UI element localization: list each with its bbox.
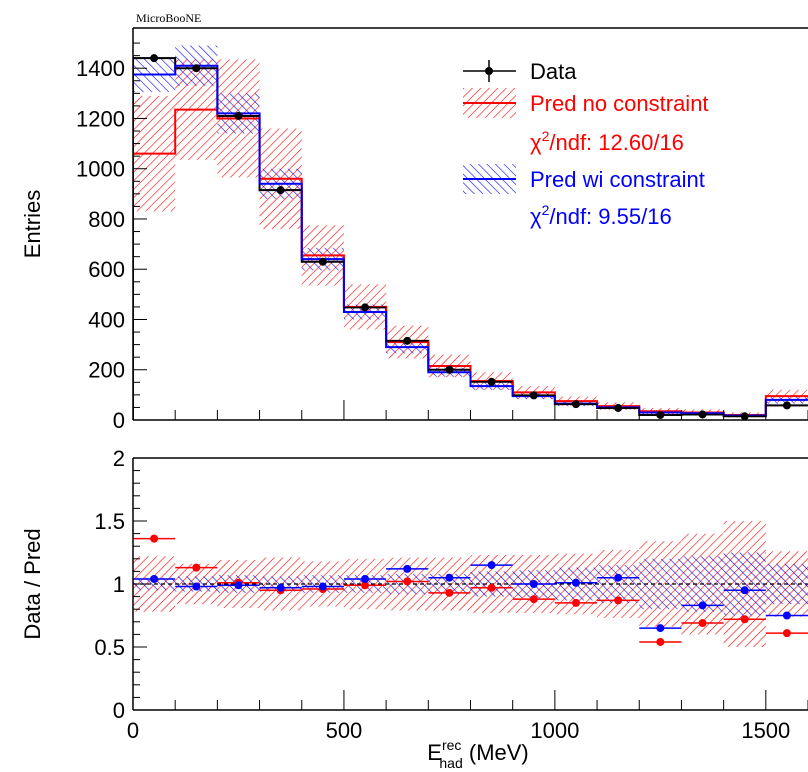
top-y-tick-label-1400: 1400 (76, 56, 125, 81)
ratio-point-0-8 (487, 583, 496, 592)
top-y-tick-label-200: 200 (88, 358, 125, 383)
data-point-15 (782, 401, 791, 410)
data-point-8 (487, 377, 496, 386)
ratio-point-0-9 (529, 595, 538, 604)
top-axes: 0 200 400 600 800 1000 1200 1400 (76, 27, 808, 433)
data-point-5 (361, 303, 370, 312)
ratio-point-1-3 (276, 583, 285, 592)
x-axis-title: Erec had (MeV) (427, 737, 529, 771)
top-data-points (133, 54, 808, 420)
legend-data-label: Data (530, 59, 577, 84)
top-y-tick-label-1000: 1000 (76, 157, 125, 182)
data-point-4 (318, 257, 327, 266)
data-point-2 (234, 111, 243, 120)
data-point-7 (445, 365, 454, 374)
ratio-point-1-11 (614, 573, 623, 582)
ratio-point-1-15 (782, 611, 791, 620)
brand-label: MicroBooNE (136, 11, 201, 25)
bottom-y-axis-title: Data / Pred (20, 528, 45, 639)
ratio-point-0-11 (614, 596, 623, 605)
ratio-point-1-9 (529, 580, 538, 588)
ratio-point-0-14 (740, 615, 749, 624)
bottom-axes: 0 0.5 1 1.5 2 0 500 1000 1500 (94, 446, 808, 743)
data-point-11 (614, 403, 623, 412)
data-point-13 (698, 410, 707, 419)
top-y-tick-label-400: 400 (88, 307, 125, 332)
ratio-point-0-6 (403, 577, 412, 586)
ratio-point-0-5 (361, 581, 370, 590)
legend-chi2-wi-constraint: χ2/ndf: 9.55/16 (530, 202, 672, 229)
ratio-point-1-0 (150, 574, 159, 583)
bottom-ratio-points (133, 534, 808, 646)
data-point-12 (656, 410, 665, 419)
ratio-point-0-0 (150, 534, 159, 543)
data-point-1 (192, 64, 201, 73)
ratio-point-1-8 (487, 561, 496, 570)
data-point-10 (571, 400, 580, 409)
ratio-point-1-5 (361, 574, 370, 583)
legend-pred-no-constraint-label: Pred no constraint (530, 91, 709, 116)
ratio-point-0-13 (698, 619, 707, 628)
data-point-14 (740, 412, 749, 420)
top-y-tick-label-600: 600 (88, 257, 125, 282)
bottom-x-tick-label-1500: 1500 (741, 718, 790, 743)
legend-chi2-no-constraint: χ2/ndf: 12.60/16 (530, 128, 684, 155)
data-point-0 (150, 54, 159, 63)
bottom-y-tick-label-3: 1.5 (94, 509, 125, 534)
ratio-point-0-10 (571, 598, 580, 607)
legend: Data Pred no constraint χ2/ndf: 12.60/16… (463, 59, 709, 229)
ratio-point-0-12 (656, 637, 665, 646)
top-y-tick-label-0: 0 (113, 408, 125, 433)
bottom-y-tick-label-0: 0 (113, 698, 125, 723)
ratio-point-0-15 (782, 629, 791, 638)
bottom-y-tick-label-4: 2 (113, 446, 125, 471)
bottom-x-tick-label-1000: 1000 (530, 718, 579, 743)
ratio-point-1-14 (740, 586, 749, 595)
legend-pred-wi-constraint-label: Pred wi constraint (530, 167, 705, 192)
legend-entry-data: Data (463, 59, 577, 84)
legend-entry-pred-wi-constraint: Pred wi constraint χ2/ndf: 9.55/16 (463, 164, 705, 229)
ratio-point-1-7 (445, 573, 454, 582)
ratio-point-0-7 (445, 588, 454, 597)
ratio-point-1-2 (234, 581, 243, 590)
bottom-x-tick-label-0: 0 (127, 718, 139, 743)
bottom-y-tick-label-2: 1 (113, 572, 125, 597)
bottom-uncertainty-bands (133, 521, 808, 647)
legend-data-marker (485, 67, 493, 75)
ratio-point-1-6 (403, 564, 412, 573)
top-y-tick-label-800: 800 (88, 207, 125, 232)
ratio-point-1-1 (192, 582, 201, 591)
top-y-axis-title: Entries (20, 190, 45, 258)
data-point-6 (403, 336, 412, 345)
data-point-3 (276, 186, 285, 195)
bottom-y-tick-label-1: 0.5 (94, 635, 125, 660)
ratio-point-1-12 (656, 624, 665, 633)
ratio-point-1-10 (571, 578, 580, 587)
ratio-point-0-1 (192, 563, 201, 572)
data-point-9 (529, 391, 538, 400)
ratio-point-1-4 (318, 582, 327, 591)
bottom-x-tick-label-500: 500 (326, 718, 363, 743)
ratio-point-1-13 (698, 601, 707, 610)
legend-entry-pred-no-constraint: Pred no constraint χ2/ndf: 12.60/16 (463, 88, 709, 155)
top-y-tick-label-1200: 1200 (76, 106, 125, 131)
